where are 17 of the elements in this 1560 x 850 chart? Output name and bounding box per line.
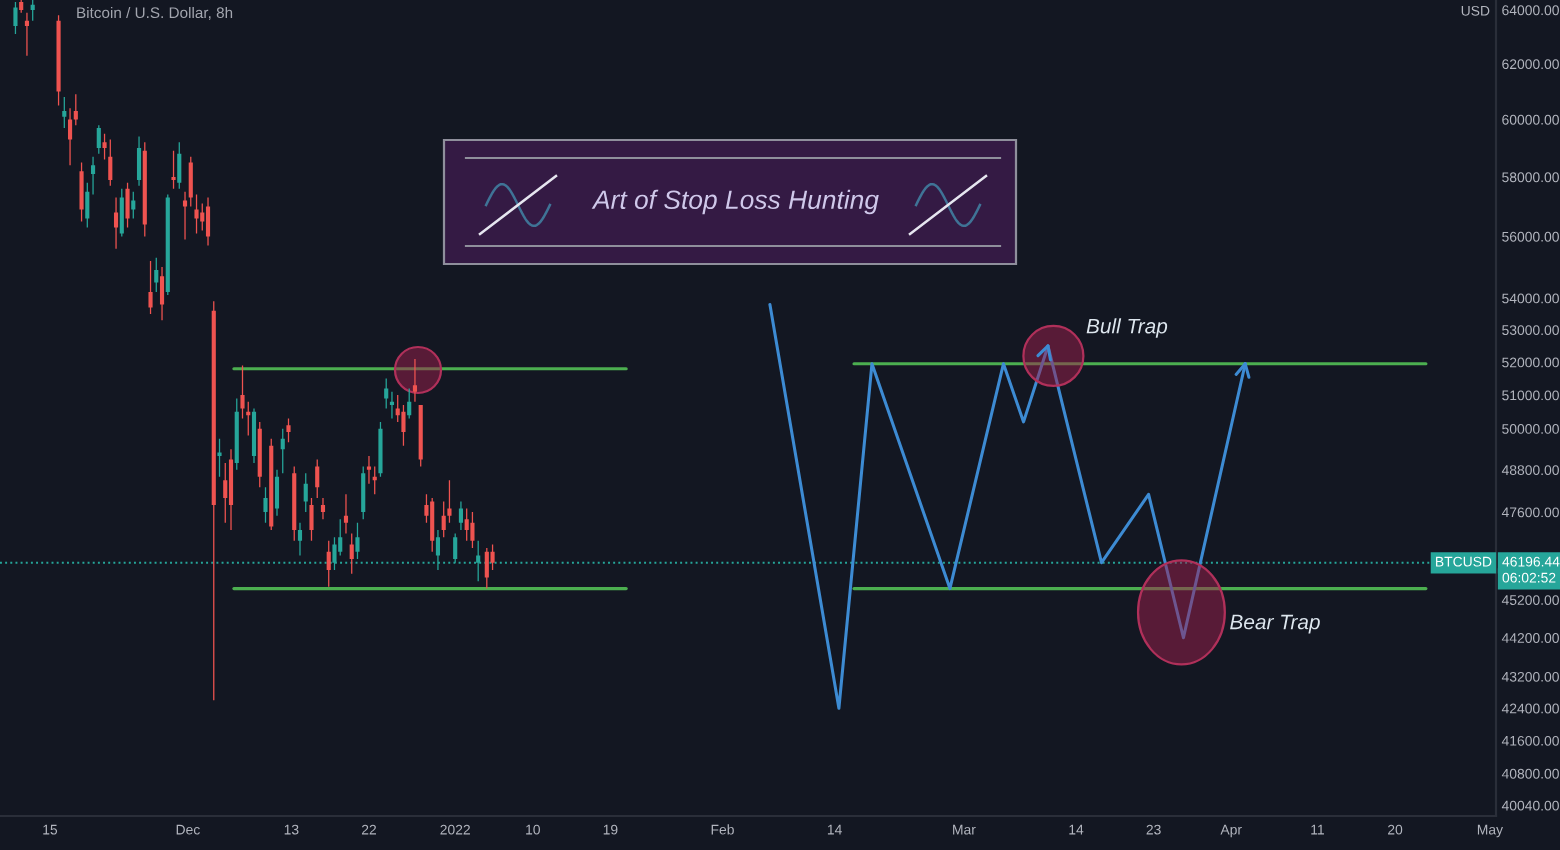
annotation: Art of Stop Loss Hunting xyxy=(591,189,879,215)
candlestick xyxy=(470,512,475,549)
candlestick xyxy=(56,15,61,106)
candlestick xyxy=(79,162,84,222)
candlestick xyxy=(343,494,349,534)
candlestick xyxy=(113,197,119,249)
candlestick xyxy=(297,522,303,556)
annotation: Bull Trap xyxy=(1086,318,1168,338)
annotation: Bear Trap xyxy=(1230,614,1320,634)
candlestick xyxy=(13,2,18,35)
candlestick xyxy=(309,497,314,541)
candlestick xyxy=(24,12,30,56)
candlestick xyxy=(320,497,326,520)
candlestick xyxy=(355,522,360,560)
candlestick xyxy=(458,501,464,530)
candlestick xyxy=(378,421,383,477)
candlestick xyxy=(412,358,418,402)
